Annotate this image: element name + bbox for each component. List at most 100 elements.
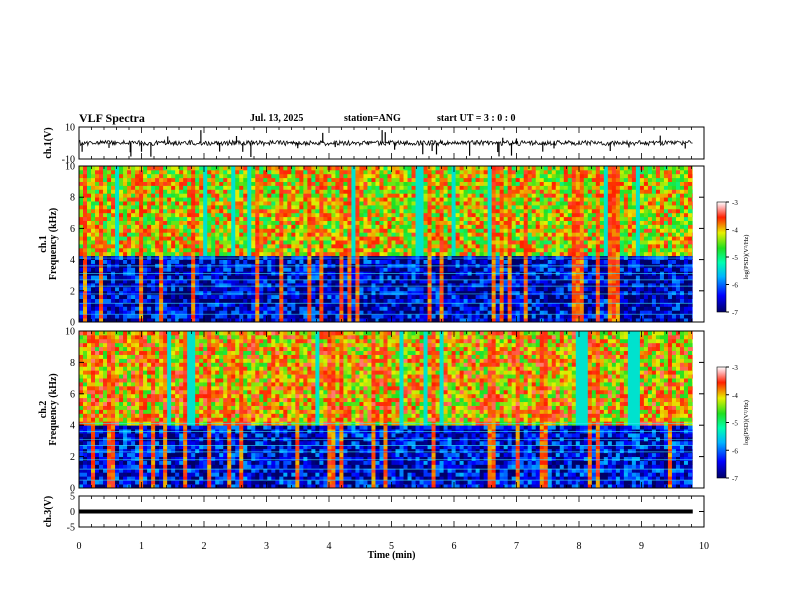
psd-cell	[535, 310, 541, 315]
psd-cell	[267, 306, 272, 311]
psd-cell	[99, 236, 104, 241]
psd-cell	[423, 208, 429, 214]
psd-cell	[339, 279, 345, 284]
psd-cell	[359, 302, 365, 307]
psd-cell	[319, 259, 324, 264]
psd-cell	[475, 177, 481, 182]
psd-cell	[423, 197, 429, 202]
psd-cell	[407, 298, 413, 303]
psd-cell	[251, 283, 256, 288]
psd-cell	[307, 240, 312, 245]
psd-cell	[107, 294, 112, 299]
psd-cell	[119, 302, 124, 307]
psd-cell	[275, 275, 280, 280]
psd-cell	[195, 251, 200, 257]
psd-cell	[139, 197, 144, 202]
psd-cell	[383, 189, 389, 194]
psd-cell	[535, 298, 541, 303]
psd-cell	[371, 302, 377, 307]
psd-cell	[119, 267, 124, 272]
psd-cell	[415, 267, 421, 272]
psd-cell	[287, 247, 292, 253]
psd-cell	[215, 193, 220, 198]
psd-cell	[455, 310, 461, 315]
psd-cell	[155, 310, 160, 315]
psd-cell	[511, 181, 517, 186]
psd-cell	[447, 220, 453, 225]
psd-cell	[219, 193, 224, 198]
psd-cell	[179, 177, 184, 182]
psd-cell	[159, 310, 164, 315]
psd-cell	[479, 189, 485, 194]
psd-cell	[79, 166, 84, 171]
psd-cell	[123, 306, 128, 311]
psd-cell	[103, 212, 108, 218]
psd-cell	[207, 267, 212, 272]
psd-cell	[171, 306, 176, 311]
psd-cell	[215, 286, 220, 292]
psd-cell	[291, 310, 296, 315]
psd-cell	[455, 314, 461, 319]
psd-cell	[227, 259, 232, 264]
date-label: Jul. 13, 2025	[250, 113, 304, 124]
psd-cell	[371, 240, 377, 245]
psd-cell	[247, 259, 252, 264]
psd-cell	[295, 166, 300, 171]
psd-cell	[447, 310, 453, 315]
psd-cell	[479, 286, 485, 292]
psd-cell	[395, 173, 401, 179]
psd-cell	[347, 212, 353, 218]
psd-cell	[403, 224, 409, 229]
psd-cell	[455, 173, 461, 179]
psd-cell	[91, 228, 96, 233]
psd-cell	[363, 298, 369, 303]
psd-cell	[535, 314, 541, 319]
psd-cell	[391, 208, 397, 214]
psd-cell	[363, 166, 369, 171]
psd-cell	[223, 306, 228, 311]
psd-cell	[199, 220, 204, 225]
psd-cell	[119, 216, 124, 221]
psd-cell	[163, 228, 168, 233]
psd-cell	[303, 201, 308, 206]
psd-cell	[219, 166, 224, 171]
psd-cell	[123, 318, 128, 323]
psd-cell	[467, 267, 473, 272]
psd-cell	[175, 212, 180, 218]
psd-cell	[511, 306, 517, 311]
psd-cell	[439, 279, 445, 284]
psd-cell	[491, 275, 497, 280]
psd-cell	[391, 267, 397, 272]
psd-cell	[355, 173, 361, 179]
psd-cell	[159, 259, 164, 264]
psd-cell	[135, 216, 140, 221]
psd-cell	[435, 212, 441, 218]
psd-cell	[335, 205, 341, 210]
psd-cell	[187, 220, 192, 225]
psd-cell	[339, 189, 345, 194]
psd-cell	[399, 290, 405, 296]
psd-cell	[275, 286, 280, 292]
psd-cell	[343, 302, 349, 307]
psd-cell	[259, 224, 264, 229]
psd-cell	[87, 259, 92, 264]
psd-cell	[339, 267, 345, 272]
psd-cell	[127, 314, 132, 319]
psd-cell	[303, 275, 308, 280]
psd-cell	[571, 318, 577, 323]
psd-cell	[103, 267, 108, 272]
psd-cell	[107, 212, 112, 218]
psd-cell	[131, 236, 136, 241]
psd-cell	[263, 166, 268, 171]
psd-cell	[571, 173, 577, 179]
psd-cell	[435, 197, 441, 202]
psd-cell	[151, 212, 156, 218]
psd-cell	[435, 286, 441, 292]
psd-cell	[483, 318, 489, 323]
psd-cell	[127, 220, 132, 225]
psd-cell	[219, 286, 224, 292]
psd-cell	[107, 283, 112, 288]
psd-cell	[567, 318, 573, 323]
psd-cell	[319, 173, 324, 179]
psd-cell	[287, 251, 292, 257]
